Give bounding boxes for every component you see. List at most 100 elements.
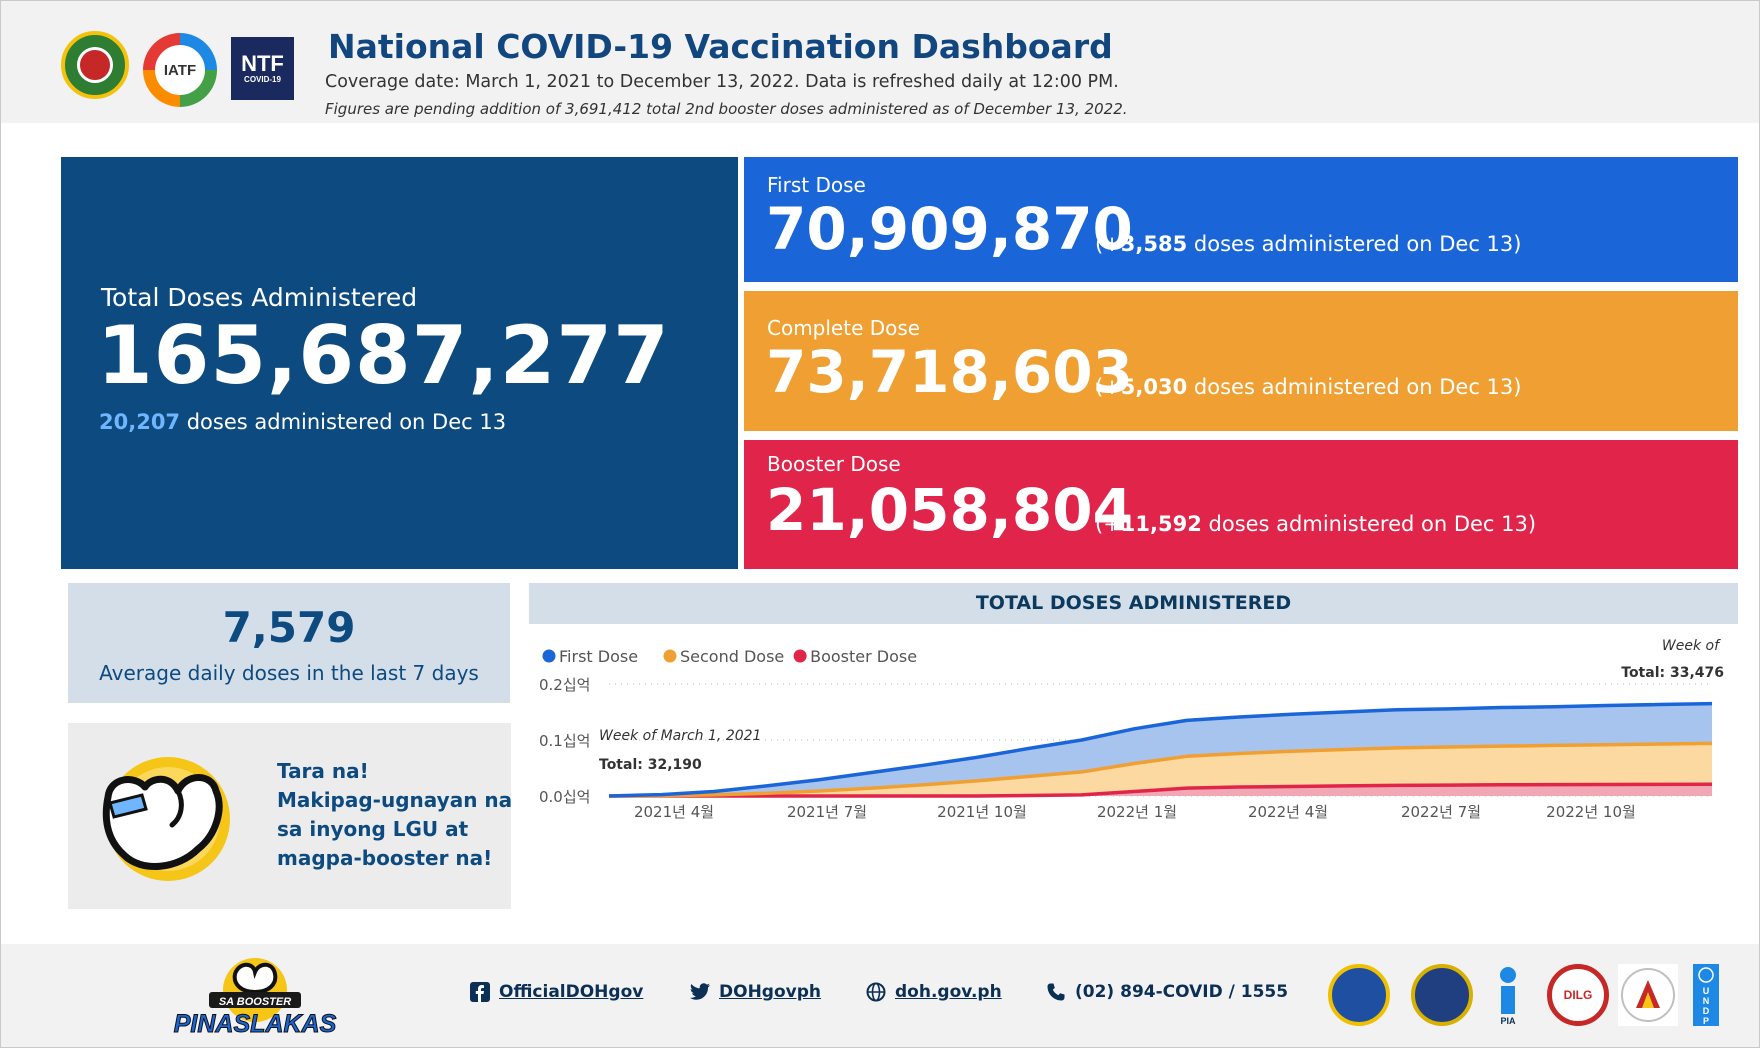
facebook-icon xyxy=(469,981,491,1003)
flexed-arm-icon xyxy=(102,757,230,881)
header: IATF NTF COVID-19 National COVID-19 Vacc… xyxy=(1,1,1759,123)
total-doses-today-suffix: doses administered on Dec 13 xyxy=(180,410,507,434)
pia-logo-text: PIA xyxy=(1500,1016,1516,1026)
legend-marker xyxy=(542,649,556,663)
government-seal-logo xyxy=(1411,964,1473,1026)
x-tick-label: 2022년 1월 xyxy=(1097,803,1177,821)
pia-logo: PIA xyxy=(1500,967,1516,1026)
legend-label: Booster Dose xyxy=(810,647,917,666)
x-tick-label: 2022년 7월 xyxy=(1401,803,1481,821)
total-doses-today: 20,207 doses administered on Dec 13 xyxy=(99,410,506,434)
svg-text:D: D xyxy=(1703,1006,1710,1016)
first-dose-tile: First Dose 70,909,870 (+3,585 doses admi… xyxy=(744,157,1738,282)
first-dose-label: First Dose xyxy=(767,173,866,197)
promo-line: Tara na! xyxy=(277,759,369,783)
annotation-start-week: Week of March 1, 2021 xyxy=(599,728,761,744)
y-tick-label: 0.2십억 xyxy=(539,676,590,694)
globe-icon xyxy=(865,981,887,1003)
promo-line: magpa-booster na! xyxy=(277,846,493,870)
total-doses-tile: Total Doses Administered 165,687,277 20,… xyxy=(61,157,738,569)
iatf-logo-text: IATF xyxy=(155,45,205,95)
x-tick-label: 2021년 7월 xyxy=(787,803,867,821)
website-link-text: doh.gov.ph xyxy=(895,982,1002,1002)
facebook-link[interactable]: OfficialDOHgov xyxy=(469,981,643,1003)
complete-dose-delta-value: 5,030 xyxy=(1120,375,1188,399)
average-daily-value: 7,579 xyxy=(222,603,356,652)
average-daily-label: Average daily doses in the last 7 days xyxy=(99,661,479,685)
complete-dose-delta-prefix: (+ xyxy=(1095,375,1121,399)
dilg-logo-text: DILG xyxy=(1563,988,1593,1002)
legend-label: First Dose xyxy=(559,647,638,666)
agency-seal-logo xyxy=(1618,964,1678,1026)
svg-text:P: P xyxy=(1703,1016,1709,1026)
booster-dose-delta-prefix: (+ xyxy=(1095,512,1121,536)
complete-dose-delta: (+5,030 doses administered on Dec 13) xyxy=(1095,375,1521,399)
x-tick-label: 2021년 10월 xyxy=(937,803,1027,821)
website-link[interactable]: doh.gov.ph xyxy=(865,981,1002,1003)
pending-note: Figures are pending addition of 3,691,41… xyxy=(325,100,1128,118)
promo-line: sa inyong LGU at xyxy=(277,817,469,841)
footer-logo-top-text: SA BOOSTER xyxy=(219,996,291,1008)
series-area-second-dose xyxy=(609,743,1712,796)
undp-logo: U N D P xyxy=(1693,964,1719,1026)
promo-message: Tara na! Makipag-ugnayan na sa inyong LG… xyxy=(277,757,513,873)
complete-dose-tile: Complete Dose 73,718,603 (+5,030 doses a… xyxy=(744,291,1738,431)
first-dose-delta: (+3,585 doses administered on Dec 13) xyxy=(1095,232,1521,256)
total-doses-today-value: 20,207 xyxy=(99,410,181,434)
annotation-start-total: Total: 32,190 xyxy=(599,757,702,773)
booster-dose-delta-value: 11,592 xyxy=(1120,512,1202,536)
promo-line: Makipag-ugnayan na xyxy=(277,788,513,812)
y-tick-label: 0.1십억 xyxy=(539,732,590,750)
first-dose-delta-suffix: doses administered on Dec 13) xyxy=(1187,232,1522,256)
doh-seal-logo xyxy=(61,31,129,99)
x-tick-label: 2022년 4월 xyxy=(1248,803,1328,821)
y-tick-label: 0.0십억 xyxy=(539,788,590,806)
first-dose-value: 70,909,870 xyxy=(766,195,1133,263)
svg-text:U: U xyxy=(1703,986,1710,996)
total-doses-label: Total Doses Administered xyxy=(101,283,418,312)
total-doses-area-chart[interactable]: 0.0십억 0.1십억 0.2십억 2021년 4월 2021년 7월 2021년 10월… xyxy=(529,626,1738,926)
complete-dose-delta-suffix: doses administered on Dec 13) xyxy=(1187,375,1522,399)
dilg-seal-logo: DILG xyxy=(1547,964,1609,1026)
annotation-end-total: Total: 33,476 xyxy=(1621,665,1724,681)
booster-dose-delta: (+11,592 doses administered on Dec 13) xyxy=(1095,512,1536,536)
svg-text:N: N xyxy=(1703,996,1710,1006)
ntf-logo: NTF COVID-19 xyxy=(231,37,294,100)
legend-marker xyxy=(793,649,807,663)
booster-dose-value: 21,058,804 xyxy=(766,476,1133,544)
first-dose-delta-prefix: (+ xyxy=(1095,232,1121,256)
annotation-end-week: Week of xyxy=(1662,638,1721,654)
hotline-text: (02) 894-COVID / 1555 xyxy=(1075,982,1289,1002)
legend-label: Second Dose xyxy=(680,647,784,666)
series-line-second-dose xyxy=(608,741,1713,798)
x-tick-label: 2021년 4월 xyxy=(634,803,714,821)
facebook-link-text: OfficialDOHgov xyxy=(499,982,644,1002)
complete-dose-value: 73,718,603 xyxy=(766,338,1133,406)
series-area-first-dose xyxy=(609,703,1712,796)
phone-icon xyxy=(1045,981,1067,1003)
series-line-first-dose xyxy=(608,701,1713,798)
chart-title: TOTAL DOSES ADMINISTERED xyxy=(529,583,1738,624)
first-dose-delta-value: 3,585 xyxy=(1120,232,1188,256)
page-title: National COVID-19 Vaccination Dashboard xyxy=(328,27,1113,66)
ntf-logo-subtext: COVID-19 xyxy=(244,75,281,84)
legend-marker xyxy=(663,649,677,663)
booster-dose-delta-suffix: doses administered on Dec 13) xyxy=(1201,512,1537,536)
twitter-link[interactable]: DOHgovph xyxy=(689,981,821,1003)
twitter-link-text: DOHgovph xyxy=(719,982,821,1002)
footer: SA BOOSTER PINASLAKAS OfficialDOHgov DOH… xyxy=(1,944,1759,1047)
iatf-logo: IATF xyxy=(143,33,217,107)
hotline-info: (02) 894-COVID / 1555 xyxy=(1045,981,1288,1003)
twitter-icon xyxy=(689,981,711,1003)
x-tick-label: 2022년 10월 xyxy=(1546,803,1636,821)
complete-dose-label: Complete Dose xyxy=(767,316,921,340)
average-daily-tile: 7,579 Average daily doses in the last 7 … xyxy=(68,583,510,703)
sa-booster-pinaslakas-logo: SA BOOSTER PINASLAKAS xyxy=(173,958,337,1038)
pcoo-seal-logo xyxy=(1328,964,1390,1026)
series-line-booster-dose xyxy=(609,782,1713,798)
total-doses-value: 165,687,277 xyxy=(97,309,670,402)
booster-dose-label: Booster Dose xyxy=(767,452,901,476)
ntf-logo-text: NTF xyxy=(241,51,284,76)
booster-dose-tile: Booster Dose 21,058,804 (+11,592 doses a… xyxy=(744,440,1738,569)
booster-promo-tile: Tara na! Makipag-ugnayan na sa inyong LG… xyxy=(68,723,513,909)
